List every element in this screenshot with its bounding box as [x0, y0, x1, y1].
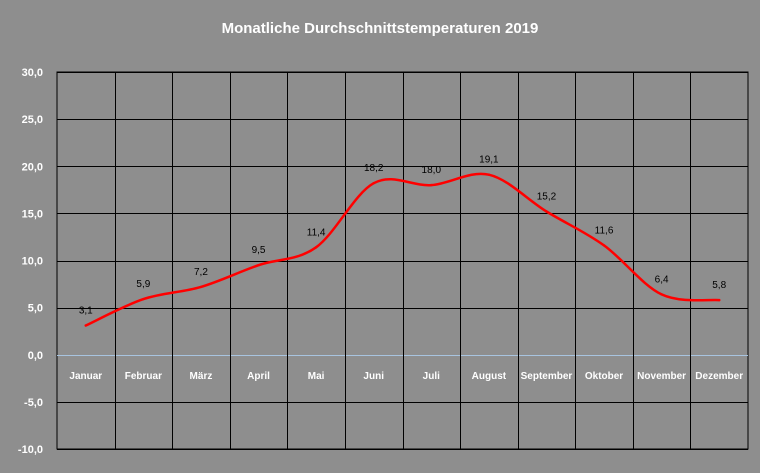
data-point [718, 298, 721, 302]
data-label: 11,4 [307, 227, 326, 238]
x-tick-label: September [521, 371, 573, 382]
data-label: 9,5 [252, 245, 266, 256]
x-tick-label: August [472, 371, 507, 382]
data-label: 3,1 [79, 306, 93, 317]
data-label: 19,1 [479, 155, 499, 166]
y-tick-label: -10,0 [18, 444, 43, 456]
x-tick-label: November [637, 371, 686, 382]
y-tick-label: 20,0 [22, 161, 43, 173]
y-tick-label: 10,0 [22, 256, 43, 268]
data-point [545, 210, 548, 213]
data-point [602, 244, 606, 247]
data-label: 5,8 [712, 280, 726, 291]
y-tick-label: 0,0 [28, 350, 43, 362]
x-axis-ticks: Januar Februar März April Mai Juni Juli August S… [69, 371, 743, 382]
x-tick-label: Oktober [585, 371, 623, 382]
x-tick-label: Juni [363, 371, 384, 382]
x-tick-label: Mai [308, 371, 325, 382]
data-label: 18,2 [364, 163, 384, 174]
data-point [257, 264, 260, 267]
data-point [84, 324, 87, 327]
data-point [372, 182, 375, 185]
data-label: 15,2 [537, 191, 557, 202]
data-point [314, 246, 318, 249]
data-label: 5,9 [136, 279, 150, 290]
data-point [660, 293, 663, 296]
y-tick-label: 5,0 [28, 303, 43, 315]
data-label: 18,0 [422, 165, 442, 176]
y-tick-label: 30,0 [22, 67, 43, 79]
x-tick-label: April [247, 371, 270, 382]
data-labels: 3,1 5,9 7,2 9,5 11,4 18,2 18,0 19,1 15,2 11,6 6,4 5… [79, 155, 727, 317]
chart-title: Monatliche Durchschnittstemperaturen 201… [222, 20, 539, 37]
x-tick-label: Januar [69, 371, 102, 382]
x-tick-label: Dezember [695, 371, 743, 382]
temperature-line [84, 172, 721, 327]
data-label: 11,6 [595, 225, 614, 236]
series-layer [84, 172, 721, 327]
x-tick-label: Februar [125, 371, 162, 382]
data-point [199, 285, 203, 289]
y-tick-label: 25,0 [22, 114, 43, 126]
y-tick-label: -5,0 [24, 397, 43, 409]
data-label: 6,4 [655, 274, 669, 285]
data-label: 7,2 [194, 267, 208, 278]
y-tick-label: 15,0 [22, 208, 43, 220]
y-axis-ticks: 30,0 25,0 20,0 15,0 10,0 5,0 0,0 -5,0 -10,0 [18, 67, 43, 456]
x-tick-label: März [190, 371, 213, 382]
plot-grid [56, 71, 749, 450]
x-tick-label: Juli [423, 371, 440, 382]
plot-border [56, 71, 749, 450]
data-point [430, 183, 433, 187]
data-point [487, 173, 491, 176]
data-point [142, 297, 145, 301]
